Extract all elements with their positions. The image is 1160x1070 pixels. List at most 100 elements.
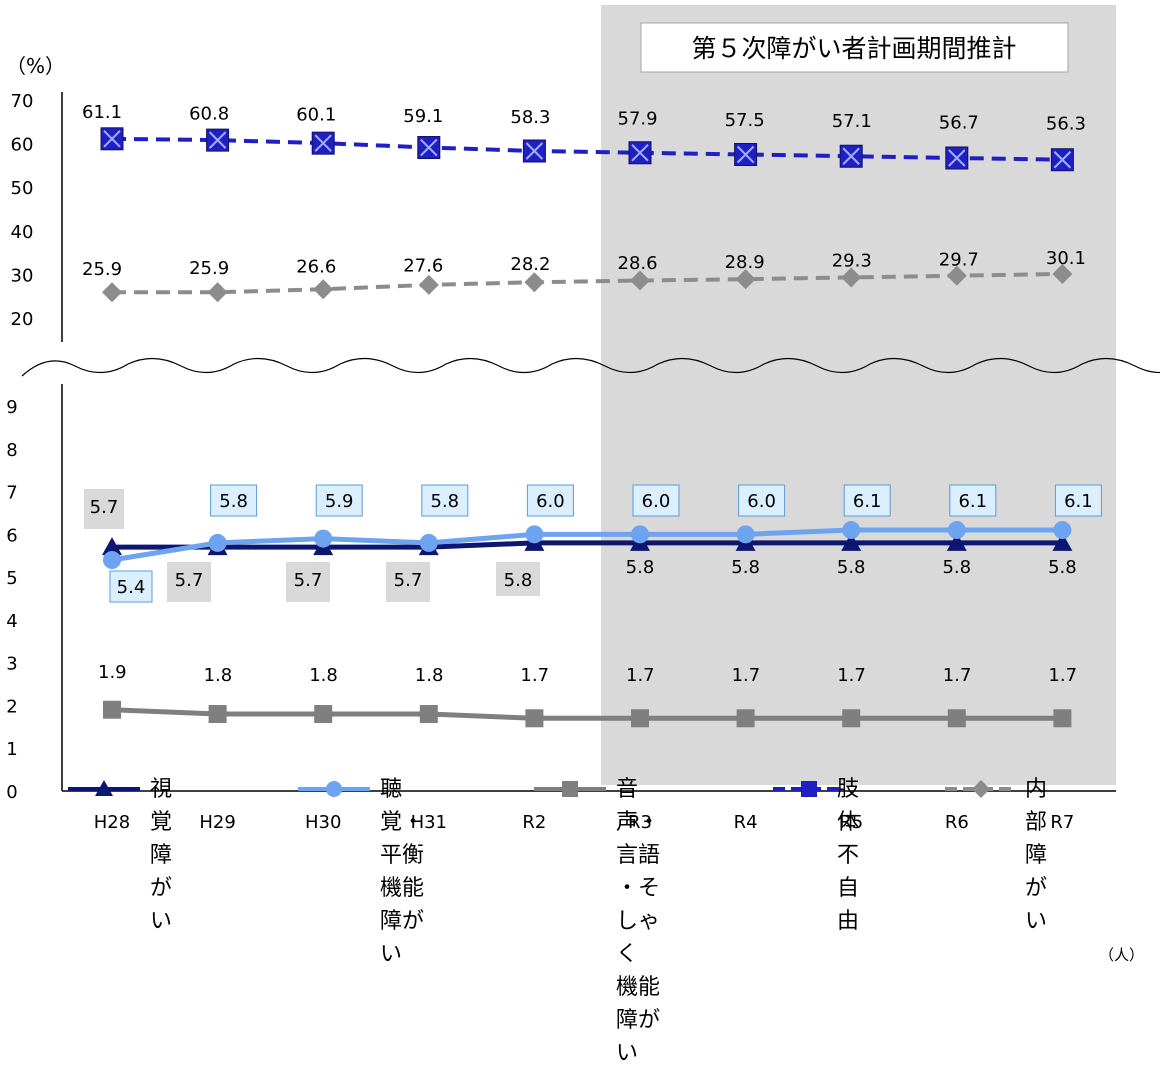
data-label: 1.8 — [415, 665, 444, 686]
data-label: 1.8 — [204, 665, 233, 686]
data-label: 5.7 — [294, 570, 323, 591]
data-label: 28.9 — [725, 252, 765, 273]
y-tick-label-upper: 40 — [11, 222, 34, 243]
y-tick-label-lower: 5 — [6, 568, 17, 589]
y-tick-label-lower: 8 — [6, 440, 17, 461]
y-axis-unit: （%） — [6, 54, 66, 78]
diamond-marker — [946, 265, 967, 286]
triangle-marker — [946, 532, 967, 551]
data-label-box — [1054, 484, 1102, 517]
x-tick-label: H31 — [411, 812, 447, 833]
data-label-box — [167, 562, 211, 602]
legend-label: 肢体 不自由 — [837, 777, 860, 934]
data-label-box — [386, 562, 430, 602]
data-label: 57.5 — [725, 110, 765, 131]
legend-swatch — [945, 780, 1017, 798]
square-marker — [208, 705, 227, 723]
data-label: 1.7 — [626, 665, 655, 686]
data-label: 61.1 — [82, 102, 122, 123]
data-label: 56.7 — [939, 112, 979, 133]
data-label-box — [526, 484, 574, 517]
legend: 視覚障がい 聴覚・平衡 機能障がい 音声・言語 ・そしゃく 機能障がい 肢体 不自由 内… — [0, 773, 1160, 1066]
y-tick-label-lower: 6 — [6, 525, 17, 546]
data-label-box — [210, 484, 258, 517]
circle-marker — [208, 533, 227, 552]
legend-swatch — [298, 781, 370, 797]
y-tick-label-upper: 50 — [11, 178, 34, 199]
y-tick-label-lower: 9 — [6, 397, 17, 418]
data-label-box — [421, 484, 469, 517]
circle-marker — [1053, 521, 1072, 540]
x-tick-label: R6 — [945, 812, 969, 833]
circle-marker — [314, 529, 333, 548]
diamond-marker — [630, 270, 650, 291]
data-label-box — [738, 484, 786, 517]
circle-marker — [419, 533, 438, 552]
data-label-box — [843, 484, 891, 517]
y-tick-label-lower: 7 — [6, 483, 17, 504]
y-tick-label-lower: 2 — [6, 696, 17, 717]
circle-marker — [103, 551, 121, 569]
legend-label: 内部 障がい — [1025, 777, 1048, 934]
data-label: 60.1 — [296, 105, 336, 126]
data-label: 6.1 — [1064, 491, 1093, 512]
diamond-marker — [418, 274, 439, 295]
circle-marker — [631, 525, 649, 544]
axis-break — [21, 357, 1160, 377]
x-tick-label: R3 — [628, 812, 652, 833]
circle-marker — [842, 521, 861, 540]
x-axis-unit: （人） — [1099, 946, 1145, 964]
x-tick-label: H30 — [305, 812, 341, 833]
data-label: 57.9 — [618, 109, 658, 130]
diamond-marker — [102, 282, 122, 303]
axis-break-wave — [21, 357, 1160, 377]
data-label: 5.8 — [219, 491, 248, 512]
square-marker — [525, 709, 544, 728]
data-label: 6.1 — [958, 491, 987, 512]
data-label: 5.7 — [394, 570, 423, 591]
circle-marker — [736, 525, 755, 544]
diamond-marker — [524, 272, 545, 293]
data-label: 6.1 — [853, 491, 882, 512]
square-marker — [947, 709, 966, 728]
square-x-cross — [842, 147, 860, 165]
data-label: 28.2 — [510, 254, 550, 275]
diamond-marker — [207, 282, 228, 303]
x-tick-label: H29 — [199, 812, 235, 833]
square-x-cross — [736, 145, 755, 164]
data-label: 27.6 — [403, 255, 443, 276]
x-tick-label: R5 — [839, 812, 863, 833]
x-tick-labels: H28 H29 H30 H31 R2 R3 R4 R5 R6 R7 — [94, 812, 1075, 833]
data-label: 1.7 — [837, 665, 866, 686]
data-label: 5.8 — [1048, 557, 1077, 578]
series-line — [112, 271, 1063, 295]
series-line — [111, 707, 1063, 721]
triangle-marker — [1052, 532, 1073, 551]
data-label-layer: 5.7 5.7 5.7 5.7 5.8 5.8 5.8 5.8 5.8 5.8 5.4 5.8 5.9 5… — [82, 102, 1102, 686]
square-marker — [842, 709, 861, 728]
data-label-box — [315, 484, 363, 517]
square-x-cross — [208, 131, 227, 149]
data-label-box — [109, 570, 153, 603]
data-label: 25.9 — [82, 259, 122, 280]
data-label: 29.7 — [939, 249, 979, 270]
data-label: 30.1 — [1046, 248, 1086, 269]
data-label-box — [632, 484, 680, 517]
y-tick-label-upper: 20 — [11, 309, 34, 330]
diamond-marker — [1052, 263, 1073, 284]
legend-swatch — [68, 780, 140, 796]
diamond-marker — [841, 267, 862, 288]
triangle-marker — [841, 532, 862, 551]
square-marker — [419, 705, 438, 723]
data-label: 5.7 — [175, 570, 204, 591]
circle-marker — [947, 521, 966, 540]
square-x-cross — [420, 138, 438, 157]
square-marker — [103, 700, 121, 719]
data-label: 1.8 — [309, 665, 338, 686]
data-label: 60.8 — [189, 103, 229, 124]
square-marker — [314, 705, 333, 723]
square-x-cross — [314, 134, 332, 152]
square-x-cross — [631, 144, 649, 162]
y-tick-label-upper: 70 — [11, 91, 34, 112]
legend-label: 視覚障がい — [150, 777, 173, 934]
